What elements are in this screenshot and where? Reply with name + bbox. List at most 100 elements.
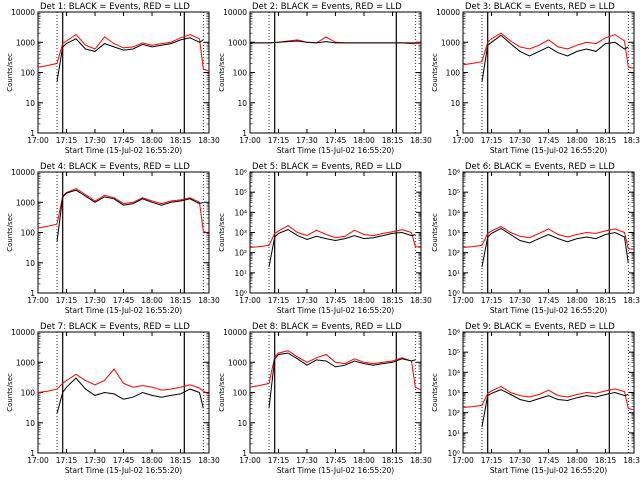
y-tick-label: 10000 <box>11 8 35 17</box>
x-tick-label: 18:15 <box>595 296 617 305</box>
y-tick-label: 10000 <box>223 8 247 17</box>
y-tick-label: 10² <box>447 249 460 258</box>
x-axis-label: Start Time (15-Jul-02 16:55:20) <box>490 146 607 155</box>
y-tick-label: 10⁰ <box>447 449 460 458</box>
y-tick-label: 100 <box>21 69 36 78</box>
x-tick-label: 17:30 <box>509 456 531 465</box>
plot-frame <box>37 171 210 294</box>
x-tick-label: 17:45 <box>325 456 347 465</box>
y-axis-label: Counts/sec <box>218 53 226 92</box>
x-axis-label: Start Time (15-Jul-02 16:55:20) <box>490 306 607 315</box>
y-tick-label: 1000 <box>16 358 35 367</box>
series-lld <box>462 32 635 69</box>
chart-title: Det 6: BLACK = Events, RED = LLD <box>465 162 615 172</box>
x-tick-label: 17:45 <box>538 296 560 305</box>
x-tick-label: 17:15 <box>268 296 290 305</box>
y-tick-label: 1000 <box>228 358 247 367</box>
chart-panel-2: Det 2: BLACK = Events, RED = LLD 17:00 17:… <box>218 2 432 155</box>
x-tick-label: 18:00 <box>353 296 375 305</box>
y-tick-label: 10 <box>25 259 35 268</box>
series-lld <box>249 350 422 391</box>
x-tick-label: 18:15 <box>382 456 404 465</box>
x-axis-label: Start Time (15-Jul-02 16:55:20) <box>277 306 394 315</box>
x-tick-label: 17:45 <box>538 456 560 465</box>
x-tick-label: 18:15 <box>382 136 404 145</box>
x-axis-label: Start Time (15-Jul-02 16:55:20) <box>277 146 394 155</box>
y-tick-label: 1 <box>242 129 247 138</box>
series-lld <box>37 188 210 235</box>
y-tick-label: 100 <box>233 389 248 398</box>
x-tick-label: 17:00 <box>239 456 261 465</box>
y-axis-label: Counts/sec <box>218 373 226 412</box>
x-tick-label: 17:15 <box>268 136 290 145</box>
x-tick-label: 17:15 <box>56 296 78 305</box>
y-tick-label: 10² <box>234 249 247 258</box>
y-tick-label: 1000 <box>441 38 460 47</box>
x-tick-label: 17:45 <box>325 296 347 305</box>
x-tick-label: 17:00 <box>27 136 49 145</box>
series-events <box>56 189 204 242</box>
x-tick-label: 17:15 <box>56 456 78 465</box>
series-events <box>268 352 416 409</box>
x-tick-label: 18:15 <box>170 456 192 465</box>
x-tick-label: 17:00 <box>27 456 49 465</box>
x-axis-label: Start Time (15-Jul-02 16:55:20) <box>65 466 182 475</box>
chart-title: Det 5: BLACK = Events, RED = LLD <box>252 162 402 172</box>
chart-title: Det 8: BLACK = Events, RED = LLD <box>252 322 402 332</box>
plot-frame <box>249 11 422 134</box>
x-tick-label: 18:30 <box>410 296 432 305</box>
series-events <box>481 227 629 267</box>
y-tick-label: 100 <box>21 229 36 238</box>
x-tick-label: 17:45 <box>113 456 135 465</box>
y-tick-label: 10¹ <box>447 269 460 278</box>
x-tick-label: 17:30 <box>84 456 106 465</box>
series-lld <box>37 368 210 395</box>
y-tick-label: 10² <box>447 409 460 418</box>
y-tick-label: 100 <box>21 389 36 398</box>
y-tick-label: 10 <box>25 419 35 428</box>
y-tick-label: 1000 <box>16 38 35 47</box>
y-tick-label: 1 <box>30 449 35 458</box>
y-tick-label: 10⁴ <box>447 208 460 217</box>
x-axis-label: Start Time (15-Jul-02 16:55:20) <box>490 466 607 475</box>
y-tick-label: 10000 <box>11 328 35 337</box>
x-tick-label: 18:30 <box>198 296 220 305</box>
series-events <box>56 377 204 414</box>
x-tick-label: 17:45 <box>538 136 560 145</box>
x-tick-label: 17:00 <box>452 456 474 465</box>
y-axis-label: Counts/sec <box>431 373 439 412</box>
x-tick-label: 17:00 <box>452 136 474 145</box>
y-tick-label: 10⁵ <box>447 348 460 357</box>
series-events <box>56 37 204 82</box>
y-axis-label: Counts/sec <box>6 213 14 252</box>
x-tick-label: 17:30 <box>296 456 318 465</box>
y-axis-label: Counts/sec <box>218 213 226 252</box>
plot-frame <box>37 11 210 134</box>
x-tick-label: 17:00 <box>239 296 261 305</box>
y-tick-label: 10000 <box>11 168 35 177</box>
y-tick-label: 10 <box>237 419 247 428</box>
x-tick-label: 18:15 <box>170 136 192 145</box>
chart-panel-4: Det 4: BLACK = Events, RED = LLD 17:00 17:… <box>6 162 220 315</box>
x-tick-label: 18:15 <box>595 456 617 465</box>
y-tick-label: 10⁶ <box>234 168 247 177</box>
x-tick-label: 17:15 <box>481 296 503 305</box>
x-tick-label: 17:30 <box>509 296 531 305</box>
x-tick-label: 17:15 <box>56 136 78 145</box>
y-tick-label: 10³ <box>447 229 460 238</box>
chart-title: Det 1: BLACK = Events, RED = LLD <box>40 2 190 12</box>
x-tick-label: 18:00 <box>141 296 163 305</box>
x-tick-label: 17:30 <box>296 136 318 145</box>
x-tick-label: 18:15 <box>382 296 404 305</box>
series-lld <box>462 385 635 411</box>
chart-title: Det 3: BLACK = Events, RED = LLD <box>465 2 615 12</box>
x-tick-label: 18:30 <box>623 456 640 465</box>
x-tick-label: 17:30 <box>84 296 106 305</box>
y-tick-label: 10000 <box>436 8 460 17</box>
x-tick-label: 18:30 <box>623 136 640 145</box>
series-lld <box>249 225 422 248</box>
x-tick-label: 18:00 <box>141 136 163 145</box>
y-tick-label: 1000 <box>16 198 35 207</box>
y-tick-label: 10⁰ <box>447 289 460 298</box>
